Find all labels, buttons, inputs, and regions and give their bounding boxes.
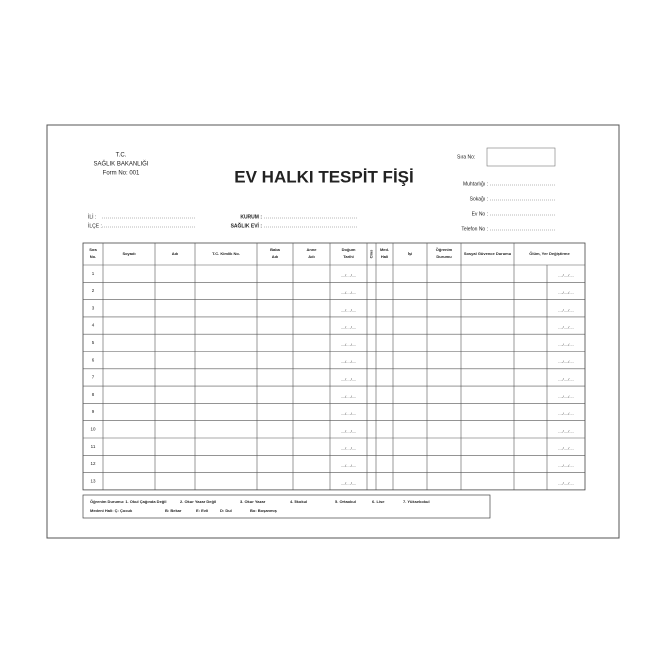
ministry-line: SAĞLIK BAKANLIĞI <box>93 161 148 168</box>
date-placeholder: ..../..../.... <box>558 377 574 382</box>
column-header: Med. Hali <box>380 247 389 259</box>
date-placeholder: ..../..../.... <box>341 359 357 364</box>
address-label: Telefon No : <box>461 226 488 232</box>
row-number: 9 <box>92 409 95 414</box>
ministry-line: Form No: 001 <box>103 171 140 177</box>
column-header: Sıra No. <box>89 247 97 259</box>
marital-legend: Bo: Boşanmış <box>250 508 278 513</box>
row-number: 7 <box>92 375 95 380</box>
date-placeholder: ..../..../.... <box>341 342 357 347</box>
row-number: 5 <box>92 340 95 345</box>
row-number: 6 <box>92 357 95 362</box>
location-label: İLÇE : <box>88 222 102 229</box>
column-header: Öğrenim Durumu <box>436 247 453 259</box>
row-number: 2 <box>92 288 95 293</box>
education-legend: 6. Lise <box>372 499 385 504</box>
address-label: Sokağı : <box>470 196 488 202</box>
date-placeholder: ..../..../.... <box>558 446 574 451</box>
marital-legend: D: Dul <box>220 508 232 513</box>
date-placeholder: ..../..../.... <box>558 325 574 330</box>
column-header: Doğum Tarihi <box>342 247 356 259</box>
education-legend: 4. İlkokul <box>290 499 307 504</box>
institution-label: SAĞLIK EVİ : <box>231 221 263 229</box>
date-placeholder: ..../..../.... <box>558 290 574 295</box>
table-border <box>82 242 586 491</box>
row-number: 8 <box>92 392 95 397</box>
address-label: Muhtarlığı : <box>463 181 488 187</box>
date-placeholder: ..../..../.... <box>558 411 574 416</box>
column-header: Ölüm, Yer Değiştirme <box>529 251 570 256</box>
column-header: T.C. Kimlik No. <box>212 251 240 256</box>
row-number: 1 <box>92 271 95 276</box>
row-number: 4 <box>92 323 95 328</box>
row-number: 3 <box>92 305 95 310</box>
institution-label: KURUM : <box>240 214 262 220</box>
date-placeholder: ..../..../.... <box>341 377 357 382</box>
row-number: 10 <box>90 427 96 432</box>
column-header: Sosyal Güvence Durumu <box>464 251 512 256</box>
date-placeholder: ..../..../.... <box>341 290 357 295</box>
date-placeholder: ..../..../.... <box>558 359 574 364</box>
serial-label: Sıra No: <box>457 154 475 160</box>
date-placeholder: ..../..../.... <box>558 394 574 399</box>
date-placeholder: ..../..../.... <box>341 394 357 399</box>
date-placeholder: ..../..../.... <box>341 411 357 416</box>
address-label: Ev No : <box>472 211 488 217</box>
date-placeholder: ..../..../.... <box>558 342 574 347</box>
ministry-line: T.C. <box>116 153 127 159</box>
column-header: Soyadı <box>122 251 135 256</box>
column-header: İşi <box>408 251 412 256</box>
column-header: Cins <box>369 249 374 258</box>
date-placeholder: ..../..../.... <box>558 273 574 278</box>
date-placeholder: ..../..../.... <box>341 480 357 485</box>
date-placeholder: ..../..../.... <box>558 307 574 312</box>
date-placeholder: ..../..../.... <box>558 480 574 485</box>
legend-box <box>82 494 491 519</box>
column-header: Adı <box>172 251 178 256</box>
column-header: Baba Adı <box>270 247 281 259</box>
marital-legend: B: Bekar <box>165 508 182 513</box>
date-placeholder: ..../..../.... <box>341 307 357 312</box>
serial-box <box>486 147 556 167</box>
marital-legend: Medeni Hali: Ç: Çocuk <box>90 508 133 513</box>
row-number: 12 <box>90 461 96 466</box>
date-placeholder: ..../..../.... <box>341 325 357 330</box>
marital-legend: E: Evli <box>196 508 208 513</box>
date-placeholder: ..../..../.... <box>558 428 574 433</box>
date-placeholder: ..../..../.... <box>341 446 357 451</box>
education-legend: 7. Yüksekokul <box>403 499 430 504</box>
education-legend: Öğrenim Durumu: 1. Okul Çağında Değil <box>90 499 166 504</box>
date-placeholder: ..../..../.... <box>558 463 574 468</box>
education-legend: 2. Okur Yazar Değil <box>180 499 216 504</box>
date-placeholder: ..../..../.... <box>341 428 357 433</box>
form-title: EV HALKI TESPİT FİŞİ <box>234 167 413 186</box>
date-placeholder: ..../..../.... <box>341 463 357 468</box>
column-header: Anne Adı <box>307 247 318 259</box>
date-placeholder: ..../..../.... <box>341 273 357 278</box>
education-legend: 5. Ortaokul <box>335 499 356 504</box>
form-border <box>46 124 620 539</box>
row-number: 11 <box>91 444 96 449</box>
row-number: 13 <box>90 478 96 483</box>
location-label: İLİ : <box>88 213 96 220</box>
education-legend: 3. Okur Yazar <box>240 499 266 504</box>
